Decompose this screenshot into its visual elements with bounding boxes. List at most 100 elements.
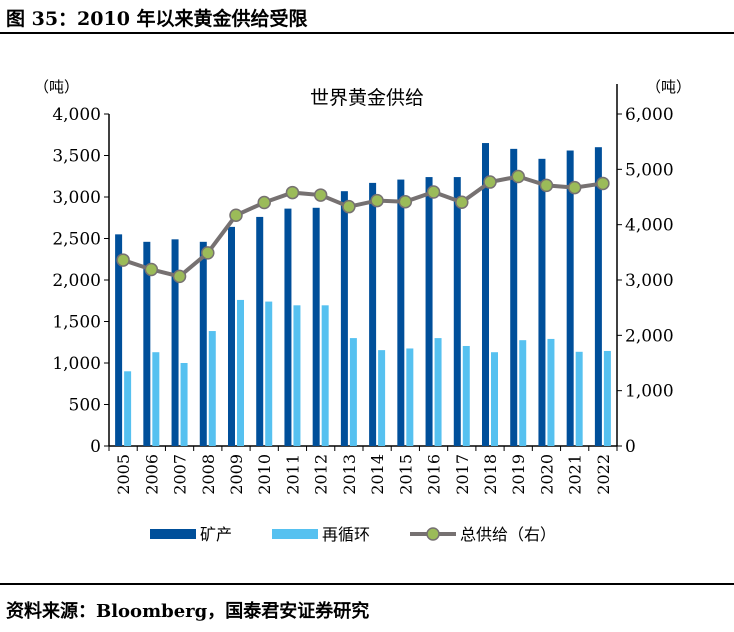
x-tick-label: 2022	[594, 454, 613, 495]
x-tick-label: 2015	[396, 454, 415, 495]
point-total-supply	[596, 176, 610, 191]
bar-mine	[115, 234, 123, 446]
point-total-supply	[567, 180, 582, 195]
left-tick-label: 1,000	[52, 354, 101, 374]
x-tick-label: 2019	[509, 454, 528, 495]
x-tick-label: 2012	[312, 454, 331, 495]
left-tick-label: 4,000	[52, 105, 101, 125]
bar-mine	[199, 241, 207, 446]
bar-recycle	[519, 340, 527, 446]
left-tick-label: 3,500	[52, 147, 101, 167]
bar-recycle	[293, 305, 301, 446]
bar-recycle	[575, 351, 583, 446]
x-tick-label: 2007	[171, 454, 190, 495]
bar-recycle	[152, 352, 160, 446]
bar-recycle	[434, 338, 442, 446]
x-tick-label: 2016	[425, 454, 444, 495]
bar-mine	[510, 148, 518, 447]
legend-label-recycle: 再循环	[322, 525, 370, 544]
right-axis-unit: （吨）	[646, 78, 691, 96]
x-tick-label: 2010	[255, 454, 274, 495]
source-note: 资料来源：Bloomberg，国泰君安证券研究	[6, 601, 370, 622]
right-tick-label: 5,000	[625, 160, 674, 180]
bar-mine	[228, 226, 235, 446]
x-tick-label: 2017	[453, 454, 472, 495]
point-total-supply	[398, 194, 413, 209]
chart-title: 世界黄金供给	[310, 87, 424, 109]
right-tick-label: 0	[625, 437, 636, 457]
x-tick-label: 2018	[481, 454, 500, 495]
bar-recycle	[378, 350, 386, 446]
x-tick-label: 2005	[114, 454, 133, 495]
point-total-supply	[144, 262, 159, 277]
bar-mine	[482, 143, 489, 447]
bar-mine	[453, 177, 461, 446]
line-total-supply	[122, 174, 604, 279]
bar-recycle	[349, 338, 357, 446]
point-total-supply	[426, 185, 441, 199]
right-tick-label: 4,000	[625, 216, 674, 236]
x-tick-label: 2008	[199, 454, 218, 495]
right-tick-label: 3,000	[625, 271, 674, 291]
bar-mine	[143, 241, 151, 446]
bar-mine	[425, 177, 433, 446]
bar-mine	[538, 158, 546, 446]
bar-mine	[312, 207, 320, 446]
left-axis-unit: （吨）	[34, 78, 79, 96]
bar-mine	[256, 216, 264, 446]
bar-mine	[369, 182, 377, 446]
bar-mine	[594, 147, 602, 446]
legend-label-mine: 矿产	[200, 525, 232, 544]
point-total-supply	[285, 185, 300, 200]
point-total-supply	[539, 178, 554, 193]
left-tick-label: 500	[69, 396, 101, 416]
x-tick-label: 2020	[537, 454, 556, 495]
bar-recycle	[406, 348, 414, 446]
x-tick-label: 2013	[340, 454, 359, 495]
bar-recycle	[124, 371, 132, 446]
legend-swatch-recycle	[272, 529, 318, 539]
right-tick-label: 6,000	[625, 105, 674, 125]
left-tick-label: 2,500	[52, 230, 101, 250]
bar-recycle	[321, 305, 329, 446]
bar-mine	[566, 150, 574, 446]
point-total-supply	[455, 195, 469, 210]
point-total-supply	[201, 246, 215, 260]
bar-recycle	[265, 301, 273, 446]
legend-label-total: 总供给（右）	[460, 525, 556, 544]
legend-swatch-mine	[150, 529, 196, 539]
point-total-supply	[172, 269, 187, 284]
point-total-supply	[313, 188, 328, 202]
bar-recycle	[603, 350, 611, 446]
bar-recycle	[208, 331, 216, 446]
bar-mine	[340, 191, 348, 446]
x-tick-label: 2014	[368, 454, 387, 495]
bar-mine	[171, 239, 179, 446]
figure-title: 图 35：2010 年以来黄金供给受限	[6, 8, 308, 30]
point-total-supply	[257, 195, 271, 210]
left-tick-label: 1,500	[52, 313, 101, 333]
x-tick-label: 2021	[566, 454, 585, 495]
right-tick-label: 2,000	[625, 326, 674, 346]
point-total-supply	[511, 169, 525, 184]
bar-recycle	[491, 352, 498, 446]
point-total-supply	[116, 253, 130, 267]
point-total-supply	[483, 175, 497, 189]
point-total-supply	[229, 208, 243, 223]
bar-recycle	[237, 299, 244, 446]
top-divider	[0, 32, 734, 34]
point-total-supply	[342, 199, 356, 214]
bar-recycle	[180, 363, 188, 446]
x-tick-label: 2011	[283, 454, 302, 495]
bar-mine	[284, 208, 292, 446]
left-tick-label: 0	[90, 437, 101, 457]
point-total-supply	[370, 193, 384, 208]
right-tick-label: 1,000	[625, 382, 674, 402]
bar-recycle	[547, 338, 555, 446]
x-tick-label: 2006	[142, 454, 161, 495]
bar-mine	[397, 179, 405, 446]
left-tick-label: 3,000	[52, 188, 101, 208]
bottom-divider	[0, 583, 734, 585]
bar-recycle	[462, 345, 470, 446]
